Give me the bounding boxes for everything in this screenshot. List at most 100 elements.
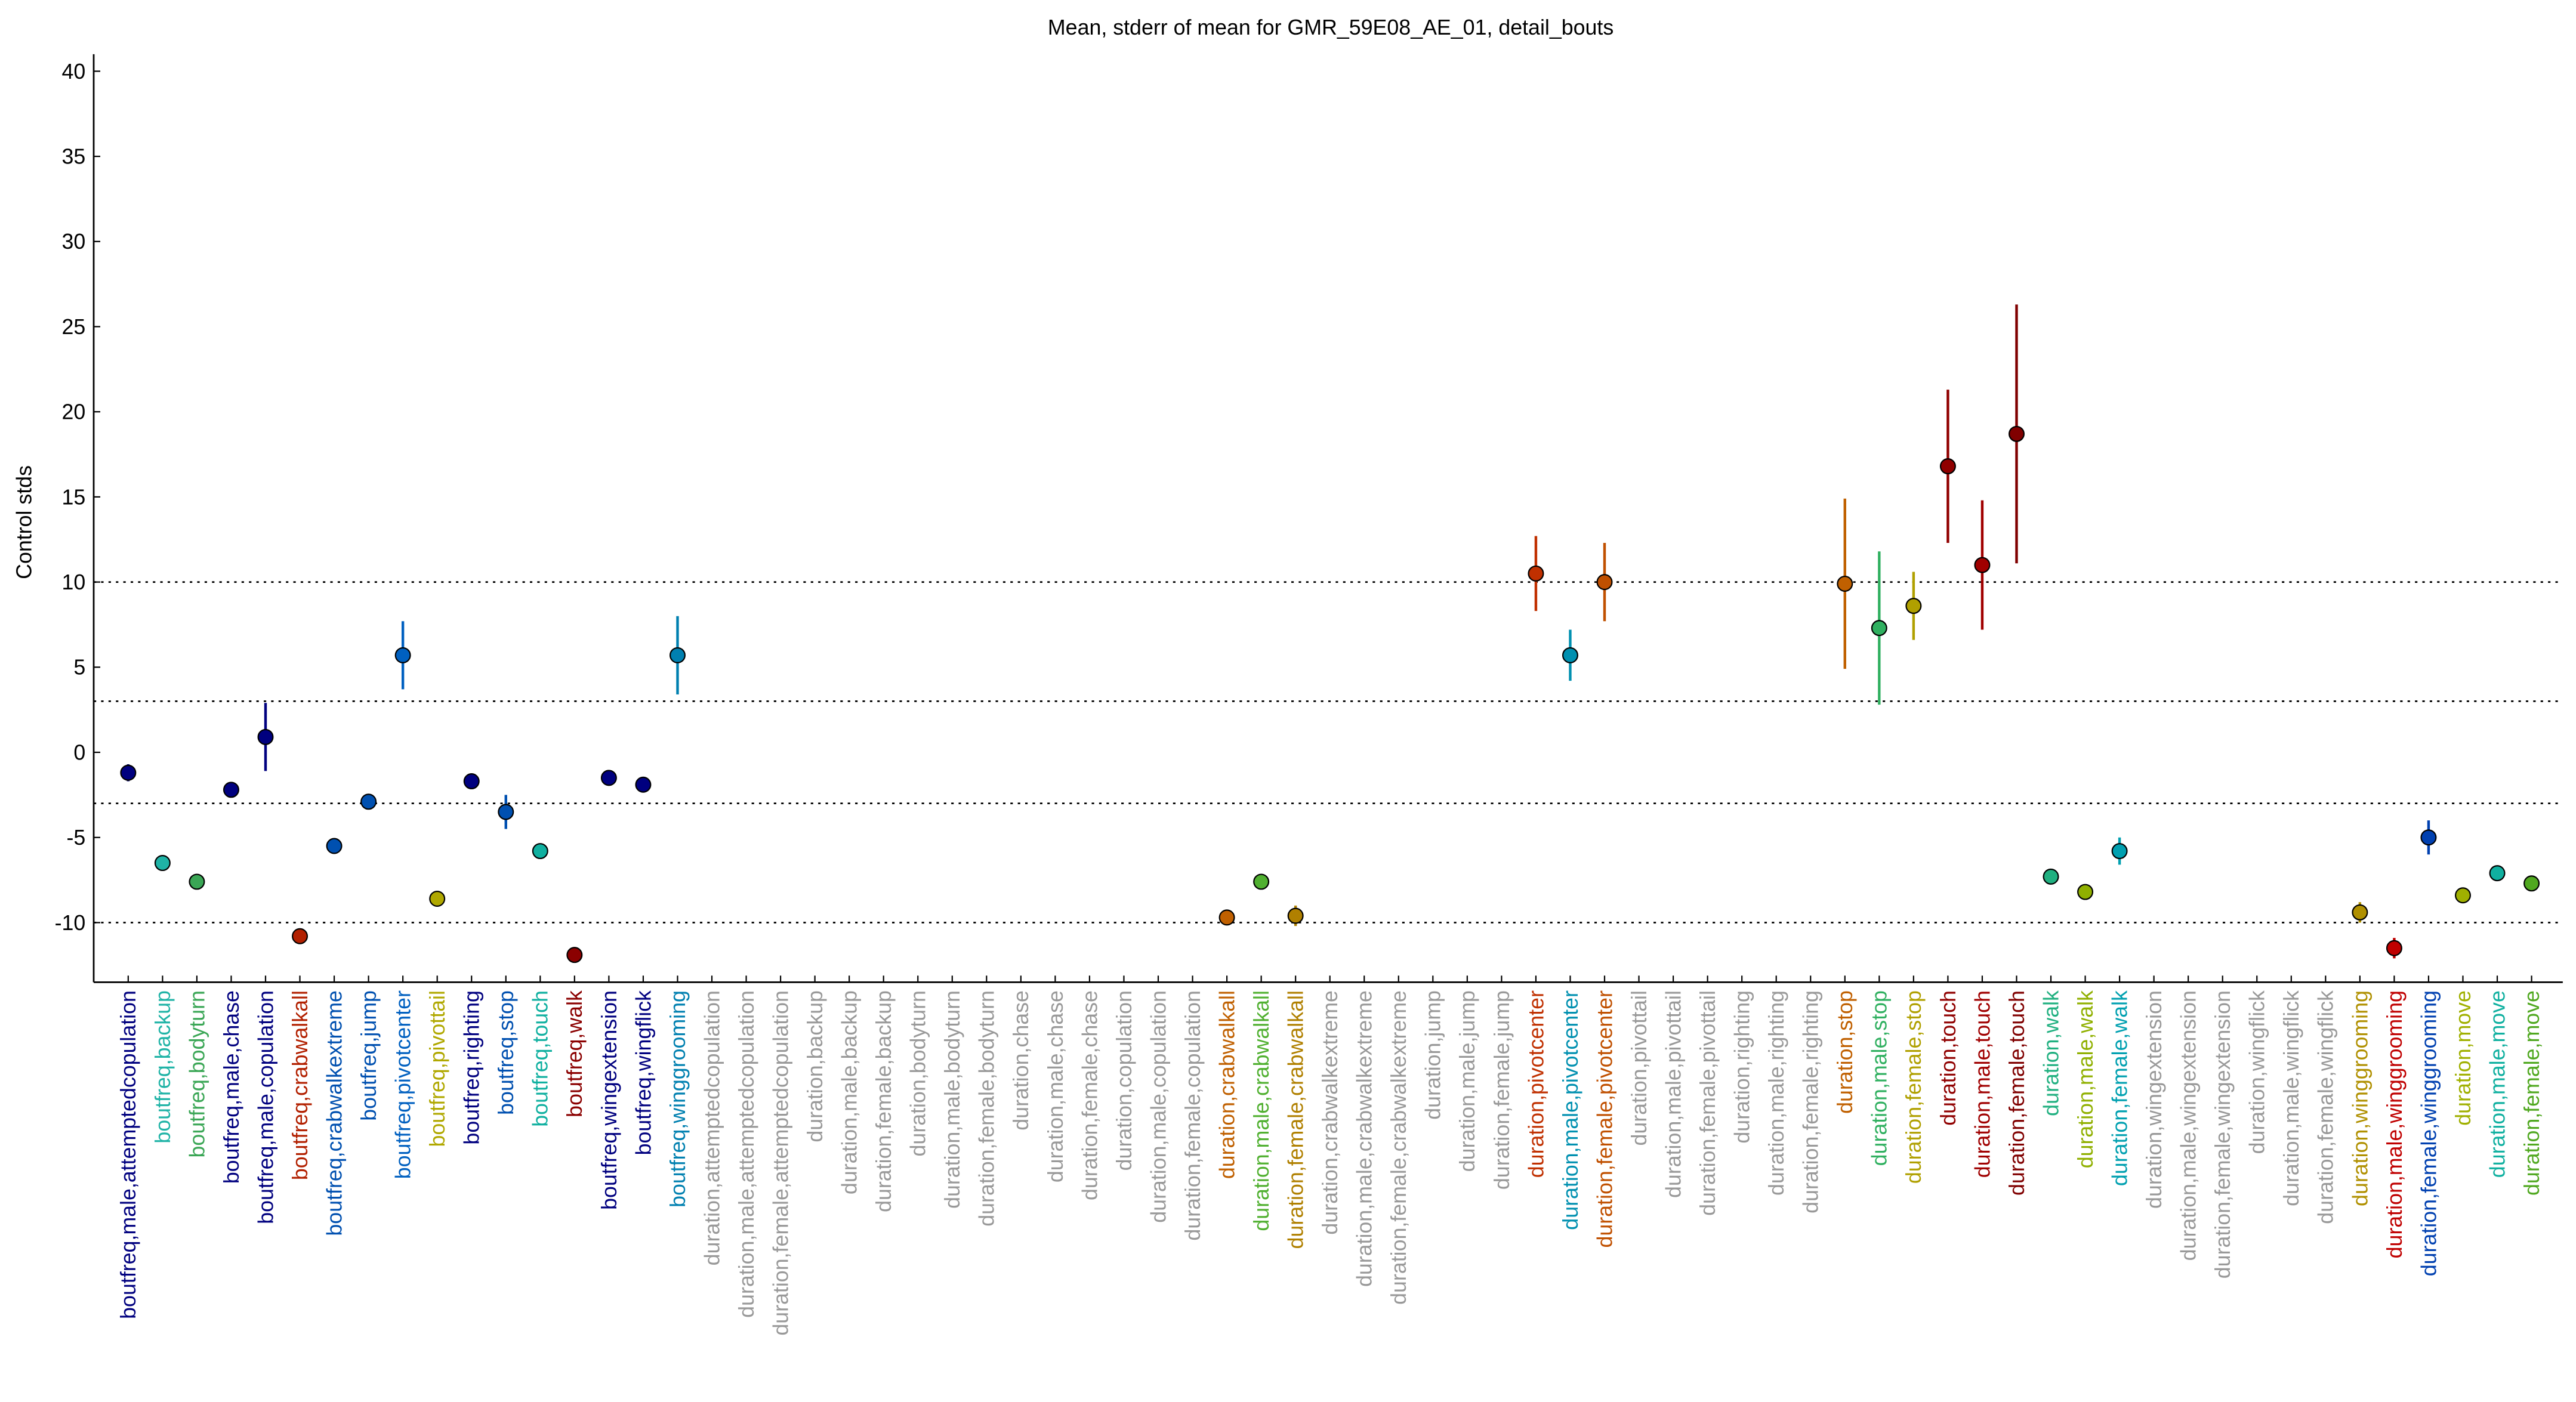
x-tick-label: duration,male,backup [838,990,862,1194]
mean-marker [2454,887,2471,904]
x-tick-label: duration,female,stop [1902,990,1926,1184]
mean-marker [1218,909,1235,926]
x-tick-label: duration,move [2451,990,2475,1126]
x-tick-label: duration,chase [1009,990,1033,1131]
x-tick-label: duration,male,copulation [1146,990,1170,1223]
x-tick-label: duration,male,pivotcenter [1559,990,1582,1230]
x-tick-label: boutfreq,bodyturn [185,990,209,1157]
mean-marker [189,873,205,890]
y-tick-label: 0 [73,740,85,764]
x-tick-label: boutfreq,walk [563,990,587,1117]
x-tick-label: duration,female,crabwalkall [1284,990,1308,1249]
mean-marker [292,928,308,944]
x-tick-label: duration,female,jump [1490,990,1514,1190]
x-tick-label: duration,crabwalkextreme [1318,990,1342,1235]
mean-marker [429,890,446,907]
x-tick-label: duration,jump [1421,990,1445,1120]
x-tick-label: boutfreq,jump [357,990,381,1121]
x-tick-label: duration,attemptedcopulation [700,990,724,1265]
mean-marker [154,855,171,872]
x-tick-label: duration,male,righting [1764,990,1788,1196]
x-tick-label: duration,pivotcenter [1524,990,1548,1178]
y-axis-label: Control stds [12,465,36,579]
x-tick-label: duration,male,jump [1455,990,1479,1172]
mean-marker [2523,875,2540,892]
x-tick-label: duration,male,winggrooming [2383,990,2407,1258]
x-tick-label: boutfreq,winggrooming [666,990,690,1208]
x-tick-label: boutfreq,male,chase [220,990,243,1184]
mean-marker [1974,557,1991,573]
y-tick-label: 5 [73,656,85,680]
x-tick-label: boutfreq,backup [151,990,175,1144]
mean-marker [2420,829,2437,846]
x-tick-label: duration,male,walk [2074,990,2097,1168]
x-tick-label: duration,female,move [2520,990,2544,1196]
mean-marker [1253,873,1270,890]
chart-title: Mean, stderr of mean for GMR_59E08_AE_01… [1048,16,1614,39]
mean-marker [2386,940,2402,956]
y-tick-label: -5 [66,826,85,850]
x-tick-label: duration,male,pivottail [1661,990,1685,1198]
x-tick-label: duration,male,stop [1868,990,1892,1166]
x-tick-label: duration,female,wingflick [2314,990,2338,1224]
x-tick-label: duration,backup [803,990,827,1142]
x-tick-label: duration,bodyturn [906,990,930,1156]
x-tick-label: duration,male,bodyturn [940,990,964,1209]
y-tick-label: 30 [61,230,85,254]
x-tick-label: duration,female,backup [872,990,896,1212]
y-tick-label: 15 [61,485,85,509]
mean-marker [1562,647,1578,663]
mean-marker [2489,865,2506,882]
mean-marker [1939,458,1956,475]
mean-marker [257,728,274,745]
mean-marker [498,804,514,820]
x-tick-label: boutfreq,stop [494,990,518,1115]
x-tick-label: duration,crabwalkall [1215,990,1239,1179]
mean-marker [223,782,239,798]
mean-marker [635,776,652,793]
x-tick-label: duration,female,chase [1078,990,1102,1200]
mean-marker [532,843,548,860]
x-tick-label: duration,female,crabwalkextreme [1387,990,1411,1305]
x-tick-label: duration,male,wingextension [2177,990,2201,1261]
x-tick-label: duration,female,copulation [1181,990,1205,1241]
mean-marker [600,770,617,786]
x-tick-label: duration,female,righting [1799,990,1823,1213]
mean-marker [2352,904,2368,921]
x-tick-label: duration,male,crabwalkextreme [1353,990,1377,1287]
x-tick-label: duration,righting [1730,990,1754,1144]
x-tick-label: duration,female,winggrooming [2417,990,2441,1276]
x-tick-label: boutfreq,wingflick [631,990,655,1155]
x-tick-label: duration,female,pivotcenter [1593,990,1616,1248]
mean-marker [326,838,343,854]
x-tick-label: duration,pivottail [1627,990,1651,1145]
mean-marker [669,647,686,663]
y-tick-label: 20 [61,400,85,424]
x-tick-label: duration,female,attemptedcopulation [769,990,792,1336]
x-tick-label: boutfreq,touch [529,990,553,1127]
mean-marker [1905,598,1922,614]
mean-marker [120,764,137,781]
x-tick-label: boutfreq,righting [460,990,484,1144]
x-tick-label: duration,winggrooming [2348,990,2372,1206]
x-tick-label: duration,female,wingextension [2211,990,2235,1279]
mean-marker [2043,868,2059,885]
mean-marker [2111,843,2128,860]
x-tick-label: duration,stop [1833,990,1857,1114]
mean-marker [566,947,583,964]
x-tick-label: duration,copulation [1112,990,1136,1171]
mean-marker [2008,425,2025,442]
x-tick-label: duration,male,crabwalkall [1250,990,1273,1231]
mean-marker [1871,620,1887,637]
mean-marker [2077,884,2094,900]
y-tick-label: 25 [61,315,85,339]
x-tick-label: duration,male,chase [1044,990,1068,1182]
x-tick-label: duration,wingextension [2142,990,2166,1209]
mean-marker [360,793,377,810]
x-tick-label: boutfreq,male,copulation [254,990,277,1224]
mean-marker [1528,565,1544,582]
x-tick-label: boutfreq,pivottail [425,990,449,1147]
x-tick-label: boutfreq,pivotcenter [391,990,415,1179]
